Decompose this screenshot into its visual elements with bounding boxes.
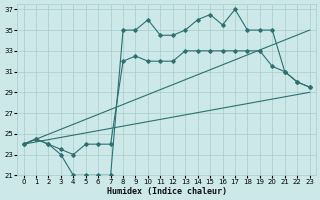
X-axis label: Humidex (Indice chaleur): Humidex (Indice chaleur) (107, 187, 227, 196)
